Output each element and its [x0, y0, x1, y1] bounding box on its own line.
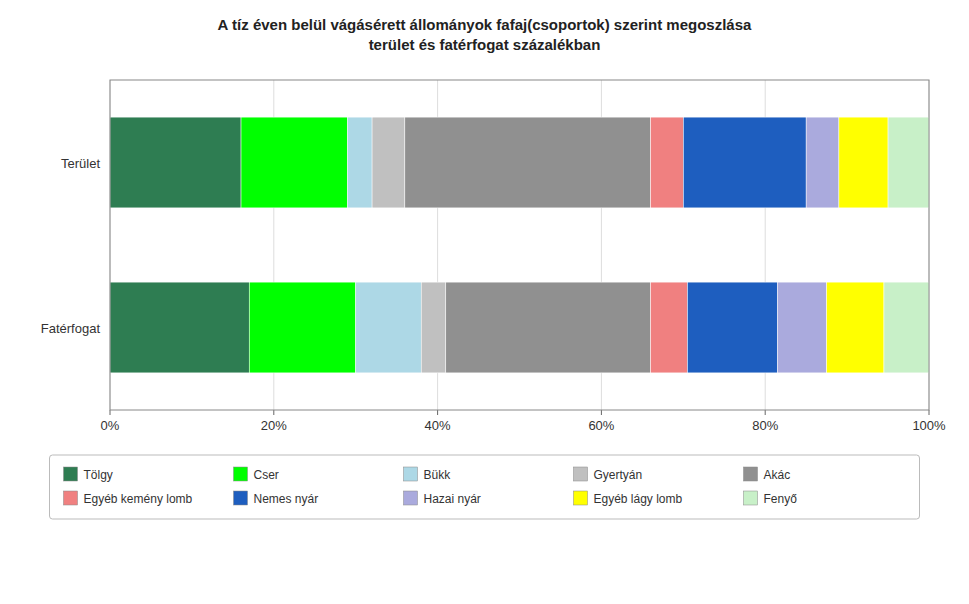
bar-segment [110, 117, 241, 208]
legend-label: Egyéb lágy lomb [594, 492, 683, 506]
bar-segment [777, 282, 826, 373]
legend-swatch [64, 467, 78, 481]
legend-swatch [234, 467, 248, 481]
bar-segment [372, 117, 405, 208]
category-label: Terület [61, 156, 100, 171]
legend-swatch [574, 467, 588, 481]
legend-box [50, 455, 920, 519]
bar-segment [888, 117, 929, 208]
bar-segment [806, 117, 839, 208]
bar-segment [241, 117, 347, 208]
legend-swatch [404, 467, 418, 481]
legend-swatch [64, 491, 78, 505]
title-line: A tíz éven belül vágásérett állományok f… [218, 16, 752, 33]
tick-label: 100% [912, 418, 946, 433]
bar-segment [651, 282, 688, 373]
legend-label: Egyéb kemény lomb [84, 492, 193, 506]
legend-swatch [744, 491, 758, 505]
bar-segment [110, 282, 249, 373]
legend-label: Nemes nyár [254, 492, 319, 506]
bar-segment [421, 282, 446, 373]
bar-segment [249, 282, 355, 373]
legend-swatch [744, 467, 758, 481]
tick-label: 60% [588, 418, 614, 433]
grid [110, 80, 929, 410]
tick-label: 40% [425, 418, 451, 433]
x-axis: 0% 20% 40% 60% 80% 100% [101, 410, 946, 433]
tick-mark [765, 410, 766, 415]
tick-mark [929, 410, 930, 415]
bar-segment [446, 282, 651, 373]
tick-mark [110, 410, 111, 415]
category-label: Fatérfogat [41, 321, 101, 336]
plot-frame [110, 80, 929, 410]
chart: A tíz éven belül vágásérett állományok f… [0, 0, 969, 604]
bar-segment [839, 117, 888, 208]
bar-segment [827, 282, 884, 373]
legend-label: Bükk [424, 468, 452, 482]
legend-label: Hazai nyár [424, 492, 481, 506]
bars [110, 117, 929, 373]
bar-segment [405, 117, 651, 208]
title-line: terület és fatérfogat százalékban [369, 36, 601, 53]
tick-mark [273, 410, 274, 415]
bar-segment [651, 117, 684, 208]
legend-label: Fenyő [764, 492, 798, 506]
bar-segment [348, 117, 373, 208]
legend-label: Tölgy [84, 468, 113, 482]
title: A tíz éven belül vágásérett állományok f… [218, 16, 752, 53]
y-axis: Terület Fatérfogat [41, 156, 101, 336]
bar-segment [683, 117, 806, 208]
legend: Tölgy Cser Bükk Gyertyán Akác Egyéb kemény lo… [50, 455, 920, 519]
legend-label: Akác [764, 468, 791, 482]
tick-label: 80% [752, 418, 778, 433]
legend-label: Gyertyán [594, 468, 643, 482]
legend-label: Cser [254, 468, 279, 482]
tick-label: 0% [101, 418, 120, 433]
legend-swatch [234, 491, 248, 505]
tick-mark [437, 410, 438, 415]
bar-segment [884, 282, 929, 373]
tick-label: 20% [261, 418, 287, 433]
bar-segment [356, 282, 422, 373]
tick-mark [601, 410, 602, 415]
legend-swatch [574, 491, 588, 505]
bar-segment [687, 282, 777, 373]
legend-swatch [404, 491, 418, 505]
